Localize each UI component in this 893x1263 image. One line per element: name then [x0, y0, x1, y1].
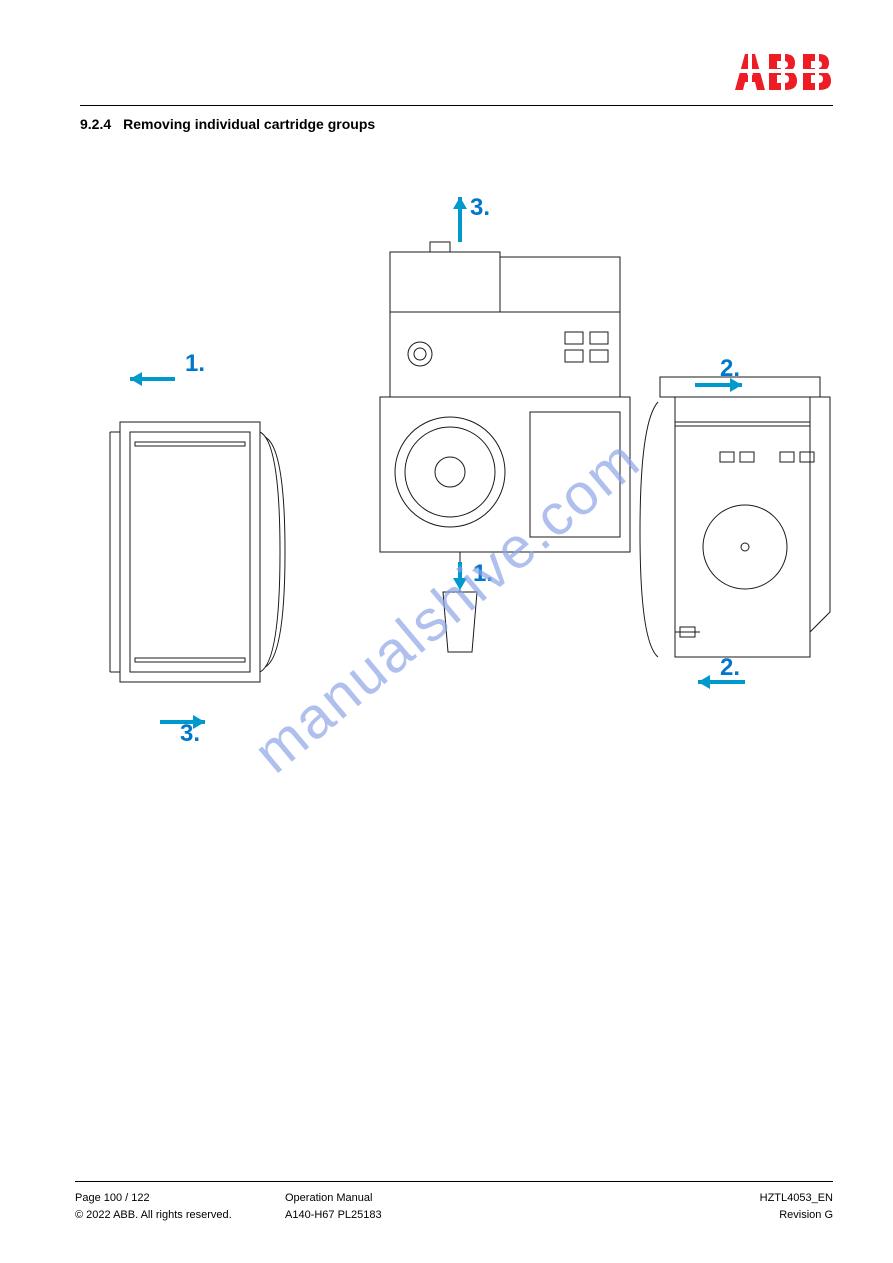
- step-label-1-center: 1.: [473, 560, 493, 588]
- step-label-1-left: 1.: [185, 350, 205, 378]
- abb-logo: [733, 52, 833, 92]
- page-footer: Page 100 / 122 © 2022 ABB. All rights re…: [75, 1181, 833, 1223]
- step-label-2-bottom: 2.: [720, 654, 740, 682]
- section-title: Removing individual cartridge groups: [123, 116, 375, 132]
- footer-revision: Revision G: [703, 1207, 833, 1224]
- step-label-2-top: 2.: [720, 355, 740, 383]
- step-label-3-top: 3.: [470, 194, 490, 222]
- footer-doc-type: Operation Manual: [285, 1190, 693, 1207]
- footer-doc-code: A140-H67 PL25183: [285, 1207, 693, 1224]
- cartridge-right: [640, 377, 830, 657]
- exploded-diagram: 1. 3. 3. 1. 2. 2.: [80, 172, 833, 812]
- section-heading: 9.2.4 Removing individual cartridge grou…: [80, 116, 833, 132]
- step-label-3-left: 3.: [180, 720, 200, 748]
- footer-copyright: © 2022 ABB. All rights reserved.: [75, 1207, 275, 1224]
- footer-page: Page 100 / 122: [75, 1190, 275, 1207]
- page-header: [80, 50, 833, 106]
- section-number: 9.2.4: [80, 116, 111, 132]
- footer-htzl: HZTL4053_EN: [703, 1190, 833, 1207]
- cartridge-center: [380, 242, 630, 652]
- cartridge-left: [110, 422, 285, 682]
